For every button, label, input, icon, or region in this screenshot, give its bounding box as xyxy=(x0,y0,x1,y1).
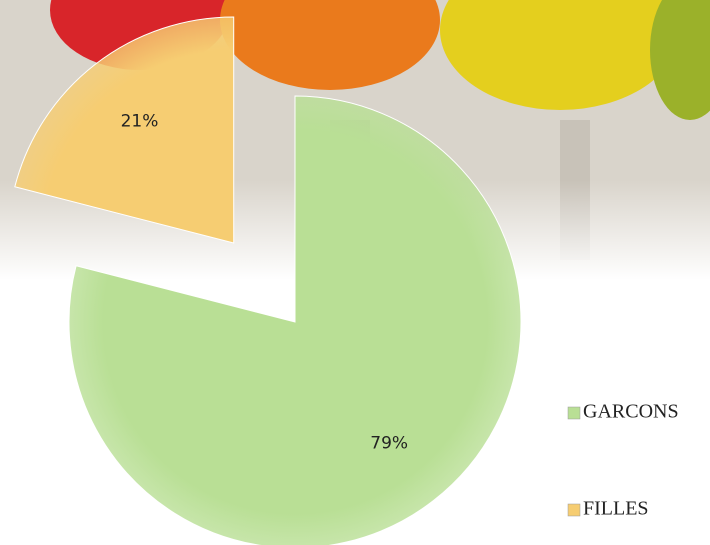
legend-label: GARCONS xyxy=(583,401,679,423)
chart: 79% 21% GARCONS FILLES xyxy=(0,0,710,545)
legend-marker xyxy=(568,504,580,516)
legend-label: FILLES xyxy=(583,498,649,520)
legend: GARCONS FILLES xyxy=(568,401,679,520)
data-label: 79% xyxy=(370,433,408,453)
data-label: 21% xyxy=(121,112,159,132)
legend-marker xyxy=(568,407,580,419)
